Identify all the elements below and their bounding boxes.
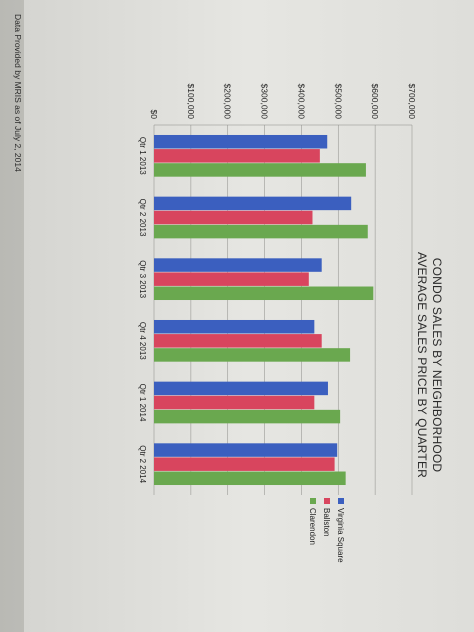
bar xyxy=(154,210,313,225)
gridlines xyxy=(153,124,413,495)
legend-swatch xyxy=(310,498,316,504)
bar xyxy=(154,224,368,239)
data-source-note: Data Provided by MRIS as of July 2, 2014 xyxy=(13,14,23,172)
legend-label: Virginia Square xyxy=(336,508,345,563)
bar xyxy=(154,348,351,362)
bar xyxy=(154,443,338,457)
legend-swatch xyxy=(338,498,344,504)
x-category-label: Qtr 2 2014 xyxy=(138,445,147,483)
chart-subtitle: AVERAGE SALES PRICE BY QUARTER xyxy=(415,252,429,478)
x-category-label: Qtr 4 2013 xyxy=(138,322,147,360)
y-tick-label: $600,000 xyxy=(370,84,380,120)
legend-label: Clarendon xyxy=(308,508,317,545)
legend: Virginia Square Ballston Clarendon xyxy=(308,498,345,563)
y-tick-label: $0 xyxy=(149,110,159,120)
bar xyxy=(154,457,335,471)
bar xyxy=(154,258,322,272)
x-axis-categories: Qtr 1 2013 Qtr 2 2013 Qtr 3 2013 Qtr 4 2013… xyxy=(138,137,147,484)
x-category-label: Qtr 1 2013 xyxy=(138,137,147,175)
y-tick-label: $400,000 xyxy=(296,84,306,120)
bar xyxy=(154,272,309,286)
bar xyxy=(154,196,352,211)
bar xyxy=(154,149,320,163)
x-category-label: Qtr 2 2013 xyxy=(138,199,147,237)
x-category-label: Qtr 1 2014 xyxy=(138,384,147,422)
y-tick-label: $700,000 xyxy=(407,84,417,120)
bar xyxy=(154,334,322,348)
bar xyxy=(154,395,315,410)
x-category-label: Qtr 3 2013 xyxy=(138,260,147,298)
y-axis-ticks: $0 $100,000 $200,000 $300,000 $400,000 $500,0… xyxy=(149,84,417,120)
legend-swatch xyxy=(324,498,330,504)
legend-label: Ballston xyxy=(322,508,331,536)
chart-title: CONDO SALES BY NEIGHBORHOOD xyxy=(430,258,444,473)
y-tick-label: $200,000 xyxy=(223,84,233,120)
bar xyxy=(154,163,366,177)
bar xyxy=(154,134,328,149)
bar xyxy=(154,381,328,396)
y-tick-label: $500,000 xyxy=(333,84,343,120)
chart-frame: CONDO SALES BY NEIGHBORHOOD AVERAGE SALE… xyxy=(13,14,444,563)
y-tick-label: $300,000 xyxy=(260,84,270,120)
bar xyxy=(154,286,374,301)
bar xyxy=(154,471,346,486)
paper-sheet xyxy=(24,0,474,632)
bar xyxy=(154,319,315,334)
y-tick-label: $100,000 xyxy=(186,84,196,120)
bars xyxy=(154,134,374,486)
bar xyxy=(154,409,341,424)
